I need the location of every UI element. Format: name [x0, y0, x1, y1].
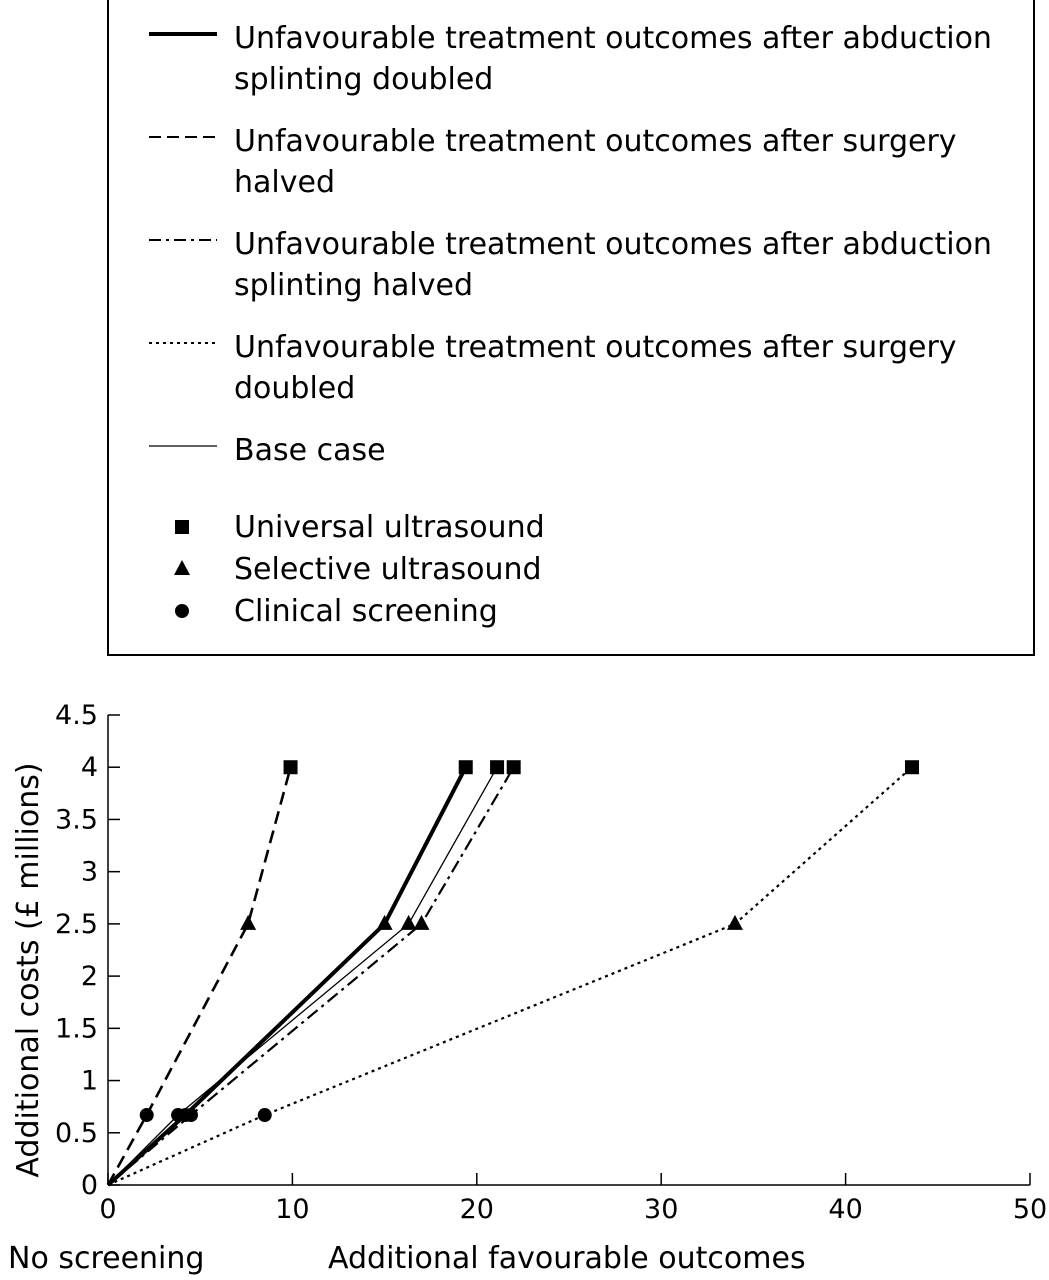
legend-line-dash-dot [149, 239, 217, 241]
legend-line-dotted [149, 342, 217, 344]
data-point-triangle [376, 914, 393, 930]
y-tick-label: 2.5 [55, 909, 98, 940]
legend-label: Selective ultrasound [234, 552, 542, 587]
chart-axes: 0 10 20 30 40 50 0 0.5 1 1.5 2 2.5 3 3.5 4 4.5 [55, 700, 1047, 1225]
chart-plot: 0 10 20 30 40 50 0 0.5 1 1.5 2 2.5 3 3.5 4 4.5 Addition… [8, 700, 1047, 1276]
y-tick-label: 3 [81, 857, 98, 888]
chart-markers [139, 760, 919, 1123]
x-tick-label: 10 [275, 1194, 309, 1225]
data-point-circle [257, 1108, 272, 1123]
chart-series [106, 766, 913, 1187]
series-line-dash-dot [107, 766, 515, 1186]
legend-line-thick-solid [149, 32, 217, 36]
circle-marker-icon [175, 604, 189, 618]
legend-label: Unfavourable treatment outcomes after ab… [234, 227, 992, 303]
data-point-square [904, 760, 919, 775]
series-line-thick-solid [106, 766, 468, 1187]
x-tick-label: 30 [644, 1194, 678, 1225]
y-tick-label: 3.5 [55, 804, 98, 835]
y-tick-label: 4 [81, 752, 98, 783]
y-tick-label: 2 [81, 961, 98, 992]
legend-label: Clinical screening [234, 594, 498, 629]
square-marker-icon [175, 520, 189, 534]
y-tick-label: 1.5 [55, 1013, 98, 1044]
y-axis-title: Additional costs (£ millions) [11, 762, 46, 1177]
chart-legend: Unfavourable treatment outcomes after ab… [107, 0, 1035, 656]
data-point-triangle [413, 914, 430, 930]
triangle-marker-icon [174, 560, 190, 575]
data-point-square [458, 760, 473, 775]
series-line-dashed [106, 766, 292, 1186]
data-point-circle [139, 1108, 154, 1123]
y-tick-label: 1 [81, 1066, 98, 1097]
data-point-circle [171, 1108, 186, 1123]
y-tick-label: 0 [81, 1170, 98, 1201]
y-tick-label: 4.5 [55, 700, 98, 731]
y-tick-label: 0.5 [55, 1118, 98, 1149]
legend-line-dashed [149, 136, 217, 138]
data-point-triangle [726, 914, 743, 930]
data-point-square [506, 760, 521, 775]
legend-label: Unfavourable treatment outcomes after su… [234, 330, 957, 406]
legend-label: Universal ultrasound [234, 510, 545, 545]
x-axis-title: Additional favourable outcomes [328, 1241, 806, 1276]
legend-line-thin-solid [149, 445, 217, 447]
legend-label: Unfavourable treatment outcomes after ab… [234, 21, 992, 97]
x-tick-label: 20 [460, 1194, 494, 1225]
legend-label: Unfavourable treatment outcomes after su… [234, 124, 957, 200]
data-point-circle [183, 1108, 198, 1123]
legend-label: Base case [234, 433, 386, 468]
series-line-thin-solid [107, 766, 498, 1186]
data-point-triangle [240, 914, 257, 930]
data-point-square [490, 760, 505, 775]
x-tick-label: 40 [828, 1194, 862, 1225]
series-line-dotted [107, 766, 913, 1187]
x-tick-label: 0 [99, 1194, 116, 1225]
x-tick-label: 50 [1013, 1194, 1047, 1225]
origin-label: No screening [8, 1241, 204, 1276]
data-point-square [283, 760, 298, 775]
data-point-triangle [400, 914, 417, 930]
